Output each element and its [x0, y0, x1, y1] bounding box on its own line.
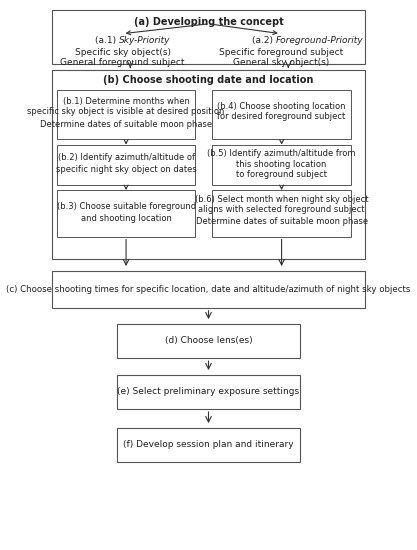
FancyBboxPatch shape	[52, 9, 365, 64]
FancyBboxPatch shape	[57, 90, 195, 139]
FancyBboxPatch shape	[117, 428, 300, 462]
Text: (e) Select preliminary exposure settings: (e) Select preliminary exposure settings	[118, 387, 299, 397]
Text: Sky-Priority: Sky-Priority	[119, 36, 171, 45]
Text: Determine dates of suitable moon phase: Determine dates of suitable moon phase	[40, 120, 212, 129]
Text: General foreground subject: General foreground subject	[60, 58, 185, 67]
Text: General sky object(s): General sky object(s)	[233, 58, 329, 67]
FancyBboxPatch shape	[117, 324, 300, 358]
FancyBboxPatch shape	[57, 190, 195, 236]
Text: (b.4) Choose shooting location: (b.4) Choose shooting location	[217, 102, 346, 111]
Text: (b.2) Identify azimuth/altitude of: (b.2) Identify azimuth/altitude of	[58, 153, 195, 162]
Text: Specific sky object(s): Specific sky object(s)	[75, 48, 171, 57]
Text: to foreground subject: to foreground subject	[236, 170, 327, 179]
Text: Specific foreground subject: Specific foreground subject	[219, 48, 343, 57]
FancyBboxPatch shape	[117, 375, 300, 409]
Text: specific sky object is visible at desired position: specific sky object is visible at desire…	[28, 107, 225, 117]
Text: (a.1): (a.1)	[95, 36, 119, 45]
Text: this shooting location: this shooting location	[236, 160, 327, 169]
Text: Determine dates of suitable moon phase: Determine dates of suitable moon phase	[196, 217, 368, 226]
Text: aligns with selected foreground subject: aligns with selected foreground subject	[198, 205, 365, 214]
Text: (b.1) Determine months when: (b.1) Determine months when	[63, 97, 189, 106]
FancyBboxPatch shape	[52, 271, 365, 308]
Text: and shooting location: and shooting location	[80, 214, 171, 223]
FancyBboxPatch shape	[57, 145, 195, 185]
FancyBboxPatch shape	[52, 70, 365, 258]
Text: Foreground-Priority: Foreground-Priority	[276, 36, 364, 45]
FancyBboxPatch shape	[213, 90, 351, 139]
Text: (b.6) Select month when night sky object: (b.6) Select month when night sky object	[195, 195, 368, 204]
FancyBboxPatch shape	[213, 190, 351, 236]
Text: (b) Choose shooting date and location: (b) Choose shooting date and location	[103, 75, 314, 85]
Text: (a.2): (a.2)	[252, 36, 276, 45]
Text: specific night sky object on dates: specific night sky object on dates	[56, 164, 196, 174]
FancyBboxPatch shape	[213, 145, 351, 185]
Text: (f) Develop session plan and itinerary: (f) Develop session plan and itinerary	[123, 441, 294, 449]
Text: (b.3) Choose suitable foreground: (b.3) Choose suitable foreground	[57, 202, 196, 211]
Text: (d) Choose lens(es): (d) Choose lens(es)	[165, 337, 252, 345]
Text: for desired foreground subject: for desired foreground subject	[218, 112, 346, 122]
Text: (b.5) Identify azimuth/altitude from: (b.5) Identify azimuth/altitude from	[207, 149, 356, 158]
Text: (c) Choose shooting times for specific location, date and altitude/azimuth of ni: (c) Choose shooting times for specific l…	[6, 285, 411, 294]
Text: (a) Developing the concept: (a) Developing the concept	[133, 16, 284, 27]
